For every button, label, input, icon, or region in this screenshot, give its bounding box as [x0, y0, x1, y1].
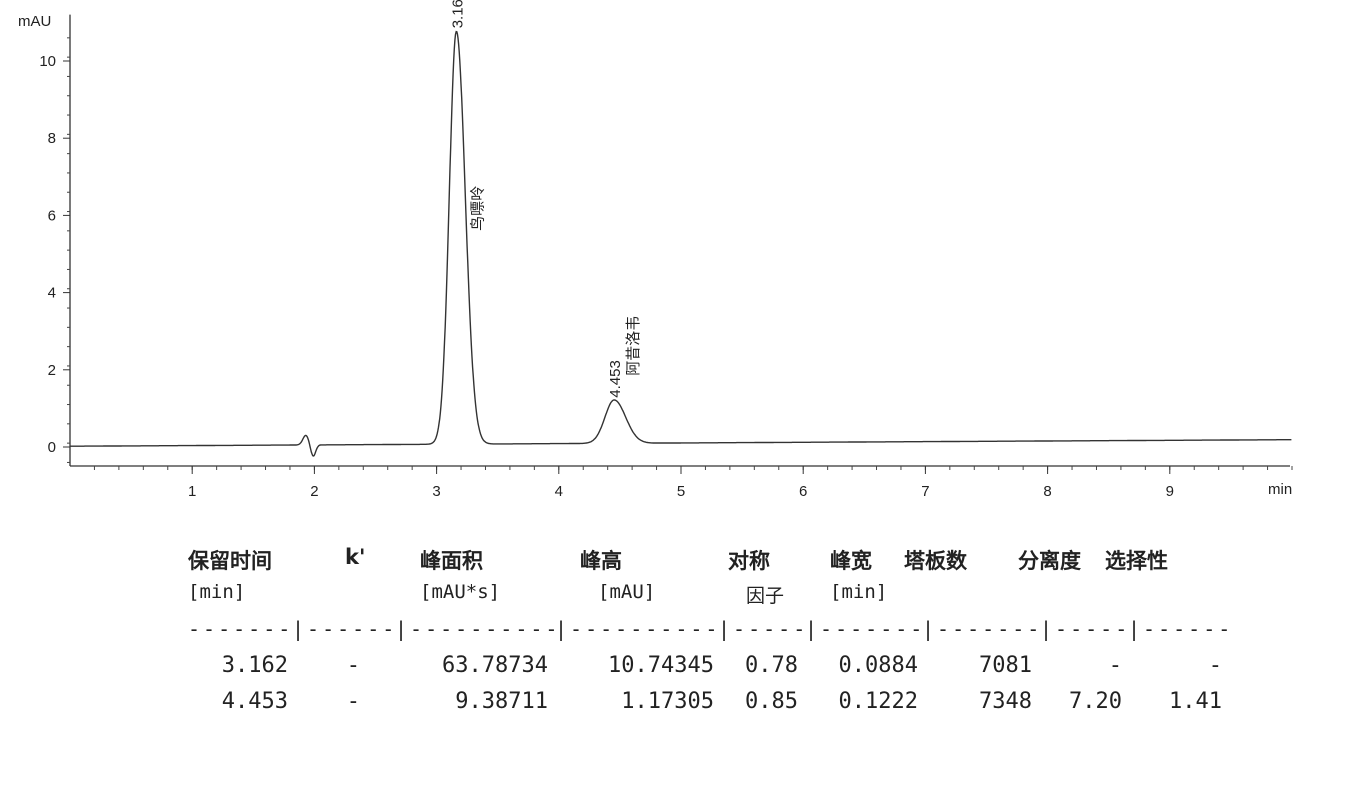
- table-row-cell: 0.1222: [838, 689, 918, 714]
- peak-retention-label: 4.453: [607, 360, 624, 398]
- table-units-cell: [min]: [188, 581, 246, 603]
- table-units-cell: 因子: [746, 585, 785, 607]
- table-units: [min] [mAU*s] [mAU] 因子 [min]: [188, 581, 1228, 617]
- x-tick-label: 2: [310, 483, 318, 500]
- table-separator: ------- |------ |---------- |---------- |---…: [188, 617, 1230, 653]
- x-tick-label: 5: [677, 483, 685, 500]
- separator-segment: |-----: [1040, 617, 1131, 641]
- separator-segment: -------: [188, 617, 294, 641]
- table-header-cell: 塔板数: [904, 549, 967, 573]
- x-tick-label: 1: [188, 483, 196, 500]
- table-row-cell: 0.78: [745, 653, 798, 678]
- table-row-cell: 63.78734: [442, 653, 548, 678]
- separator-segment: |-----: [718, 617, 809, 641]
- table-header-cell: 峰宽: [830, 549, 872, 573]
- table-header-cell: 峰面积: [420, 549, 483, 573]
- table-header-cell: 选择性: [1105, 549, 1168, 573]
- table-row-cell: 7348: [979, 689, 1032, 714]
- table-row-cell: -: [346, 689, 360, 714]
- table-units-cell: [mAU]: [598, 581, 656, 603]
- separator-segment: |------: [1128, 617, 1234, 641]
- table-row-cell: 7081: [979, 653, 1032, 678]
- y-tick-label: 6: [48, 207, 56, 224]
- table-units-cell: [min]: [830, 581, 888, 603]
- x-axis-label: min: [1268, 481, 1292, 498]
- y-tick-label: 8: [48, 130, 56, 147]
- table-row-cell: 4.453: [221, 689, 288, 714]
- results-table: 保留时间 k' 峰面积 峰高 对称 峰宽 塔板数 分离度 选择性 [min] [mAU*s] [mAU…: [188, 545, 1230, 725]
- table-header-cell: 分离度: [1018, 549, 1081, 573]
- x-tick-label: 3: [432, 483, 440, 500]
- table-row-cell: 1.17305: [621, 689, 714, 714]
- table-header-cell: 峰高: [580, 549, 622, 573]
- y-tick-label: 4: [48, 285, 56, 302]
- y-tick-label: 10: [39, 53, 56, 70]
- table-row-cell: 10.74345: [608, 653, 714, 678]
- table-row-cell: 0.85: [745, 689, 798, 714]
- table-row-cell: 9.38711: [455, 689, 548, 714]
- table-row-cell: -: [1108, 653, 1122, 678]
- separator-segment: |----------: [555, 617, 721, 641]
- table-units-cell: [mAU*s]: [420, 581, 501, 603]
- separator-segment: |-------: [805, 617, 926, 641]
- separator-segment: |----------: [395, 617, 561, 641]
- table-header-cell: 对称: [728, 549, 770, 573]
- x-tick-label: 6: [799, 483, 807, 500]
- y-tick-label: 0: [48, 439, 56, 456]
- table-row-cell: 7.20: [1069, 689, 1122, 714]
- peak-compound-label: 阿昔洛韦: [625, 316, 642, 376]
- table-row: 4.453 - 9.38711 1.17305 0.85 0.1222 7348 7.20 1.…: [188, 689, 1228, 725]
- x-tick-label: 8: [1043, 483, 1051, 500]
- table-header-cell: k': [345, 545, 366, 569]
- y-axis-label: mAU: [18, 13, 51, 30]
- x-tick-label: 9: [1166, 483, 1174, 500]
- peak-compound-label: 鸟嘌呤: [469, 186, 486, 231]
- table-header: 保留时间 k' 峰面积 峰高 对称 峰宽 塔板数 分离度 选择性: [188, 545, 1228, 581]
- table-header-cell: 保留时间: [188, 549, 272, 573]
- table-row-cell: 1.41: [1169, 689, 1222, 714]
- peak-retention-label: 3.162: [449, 0, 466, 28]
- table-row-cell: -: [1208, 653, 1222, 678]
- separator-segment: |-------: [922, 617, 1043, 641]
- table-row-cell: 0.0884: [838, 653, 918, 678]
- table-row-cell: -: [346, 653, 360, 678]
- x-tick-label: 7: [921, 483, 929, 500]
- table-row-cell: 3.162: [221, 653, 288, 678]
- table-row: 3.162 - 63.78734 10.74345 0.78 0.0884 7081 - -: [188, 653, 1228, 689]
- chromatogram-trace: [70, 30, 1292, 457]
- separator-segment: |------: [292, 617, 398, 641]
- x-tick-label: 4: [555, 483, 563, 500]
- y-tick-label: 2: [48, 362, 56, 379]
